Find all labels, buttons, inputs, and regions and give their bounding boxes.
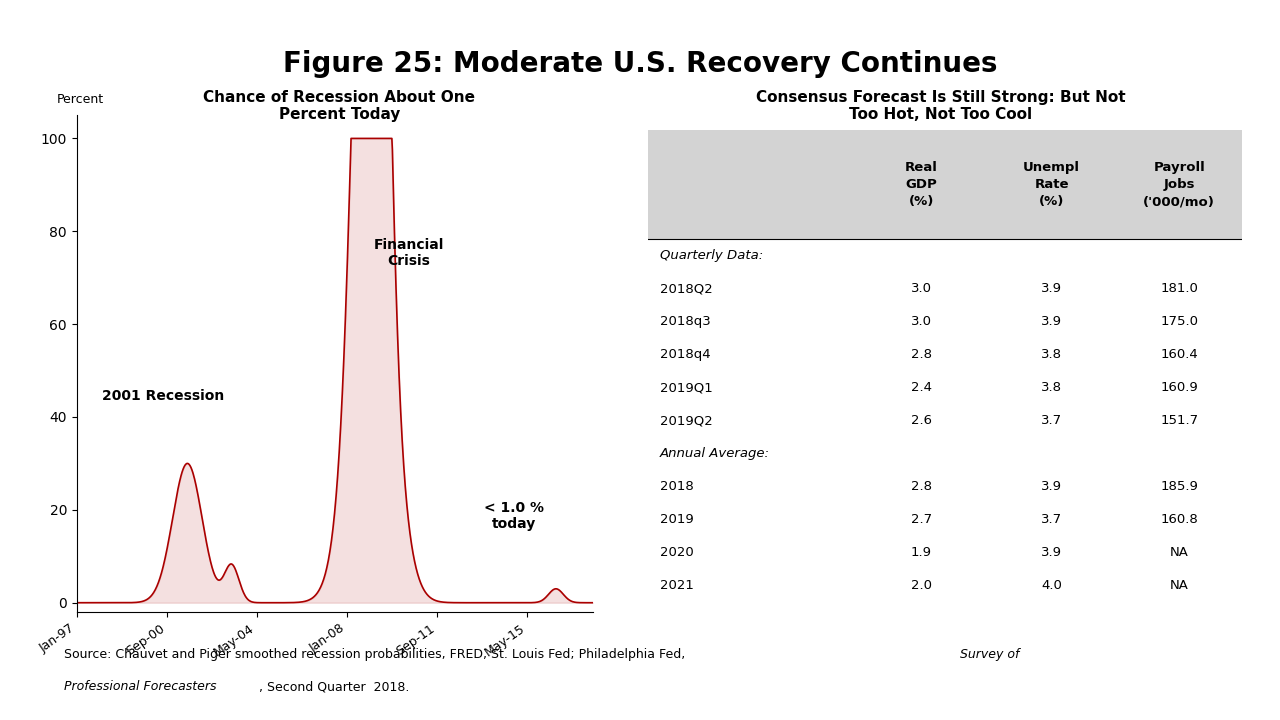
- Text: 4.0: 4.0: [1042, 579, 1062, 592]
- Text: 2021: 2021: [660, 579, 694, 592]
- Text: 2.6: 2.6: [910, 414, 932, 427]
- Text: Financial
Crisis: Financial Crisis: [374, 238, 444, 269]
- Text: 3.7: 3.7: [1041, 414, 1062, 427]
- Text: 3.9: 3.9: [1041, 546, 1062, 559]
- Text: 160.4: 160.4: [1161, 348, 1198, 361]
- Text: 151.7: 151.7: [1160, 414, 1198, 427]
- Text: Source: Chauvet and Piger smoothed recession probabilities, FRED, St. Louis Fed;: Source: Chauvet and Piger smoothed reces…: [64, 648, 689, 661]
- Text: 2.8: 2.8: [910, 480, 932, 493]
- Text: 1.9: 1.9: [910, 546, 932, 559]
- Text: 185.9: 185.9: [1161, 480, 1198, 493]
- Text: 2018q3: 2018q3: [660, 315, 710, 328]
- Text: 175.0: 175.0: [1160, 315, 1198, 328]
- Text: 2020: 2020: [660, 546, 694, 559]
- Text: Real
GDP
(%): Real GDP (%): [905, 161, 938, 208]
- Text: 2001 Recession: 2001 Recession: [101, 389, 224, 403]
- Text: 3.9: 3.9: [1041, 282, 1062, 295]
- Text: Consensus Forecast Is Still Strong: But Not
Too Hot, Not Too Cool: Consensus Forecast Is Still Strong: But …: [756, 90, 1125, 122]
- Text: Percent: Percent: [58, 93, 104, 106]
- Text: < 1.0 %
today: < 1.0 % today: [484, 500, 544, 531]
- Text: 2.8: 2.8: [910, 348, 932, 361]
- Text: NA: NA: [1170, 579, 1189, 592]
- Text: 2019Q1: 2019Q1: [660, 382, 713, 395]
- Text: 2019: 2019: [660, 513, 694, 526]
- Text: Professional Forecasters: Professional Forecasters: [64, 680, 216, 693]
- Text: , Second Quarter  2018.: , Second Quarter 2018.: [259, 680, 408, 693]
- Text: 2.4: 2.4: [910, 382, 932, 395]
- Text: 2018Q2: 2018Q2: [660, 282, 713, 295]
- Text: Figure 25: Moderate U.S. Recovery Continues: Figure 25: Moderate U.S. Recovery Contin…: [283, 50, 997, 78]
- Text: 3.7: 3.7: [1041, 513, 1062, 526]
- Text: Quarterly Data:: Quarterly Data:: [660, 249, 763, 262]
- Text: Chance of Recession About One
Percent Today: Chance of Recession About One Percent To…: [204, 90, 475, 122]
- Bar: [648, 130, 1242, 239]
- Text: 2.7: 2.7: [910, 513, 932, 526]
- Text: Annual Average:: Annual Average:: [660, 447, 771, 460]
- Text: 181.0: 181.0: [1161, 282, 1198, 295]
- Text: Unempl
Rate
(%): Unempl Rate (%): [1023, 161, 1080, 208]
- Text: 3.0: 3.0: [910, 315, 932, 328]
- Text: 3.9: 3.9: [1041, 480, 1062, 493]
- Text: 2019Q2: 2019Q2: [660, 414, 713, 427]
- Text: 3.8: 3.8: [1041, 348, 1062, 361]
- Text: Survey of: Survey of: [960, 648, 1019, 661]
- Text: Payroll
Jobs
('000/mo): Payroll Jobs ('000/mo): [1143, 161, 1215, 208]
- Text: 2018: 2018: [660, 480, 694, 493]
- Text: 3.8: 3.8: [1041, 382, 1062, 395]
- Text: 2018q4: 2018q4: [660, 348, 710, 361]
- Text: 160.8: 160.8: [1161, 513, 1198, 526]
- Text: 160.9: 160.9: [1161, 382, 1198, 395]
- Text: NA: NA: [1170, 546, 1189, 559]
- Text: 3.9: 3.9: [1041, 315, 1062, 328]
- Text: 3.0: 3.0: [910, 282, 932, 295]
- Text: 2.0: 2.0: [910, 579, 932, 592]
